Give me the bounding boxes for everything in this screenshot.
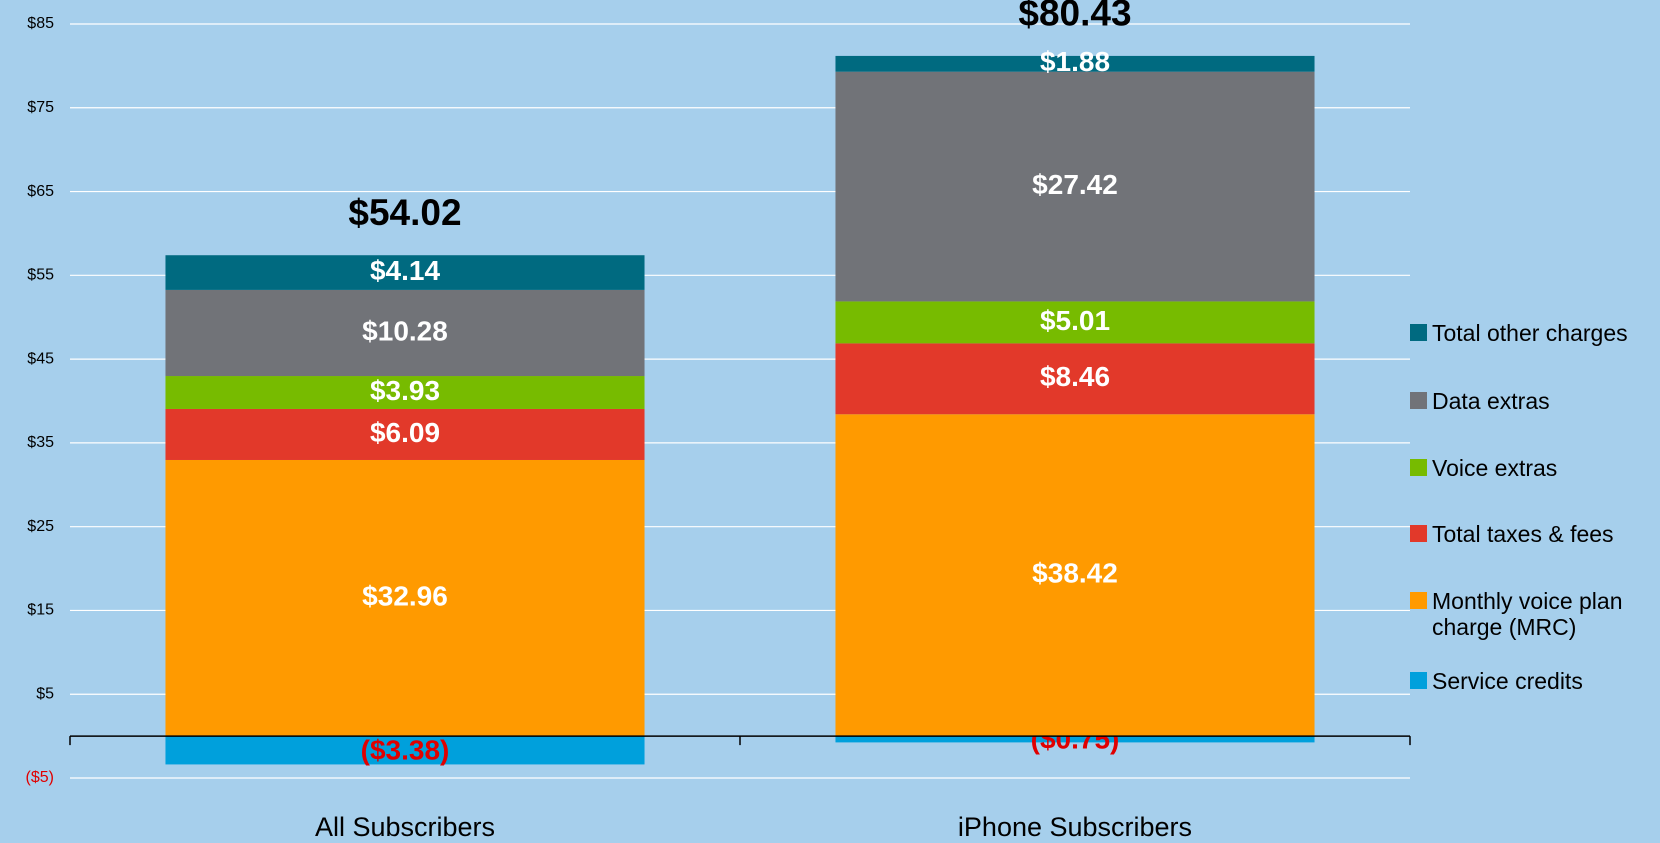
legend-item: Service credits (1410, 668, 1645, 694)
bar-segment (835, 71, 1315, 302)
legend-swatch (1410, 592, 1427, 609)
data-label: $8.46 (1040, 361, 1110, 392)
data-label: $4.14 (370, 255, 440, 286)
x-tick-label: All Subscribers (315, 812, 495, 842)
bar-segment (165, 376, 645, 409)
bar-segment (835, 736, 1315, 743)
data-label: $38.42 (1032, 558, 1118, 589)
data-label: $27.42 (1032, 169, 1118, 200)
y-tick-label: $75 (27, 99, 54, 116)
legend-swatch (1410, 324, 1427, 341)
bar-segment (165, 255, 645, 290)
bar-segment (835, 343, 1315, 415)
bar-segment (835, 301, 1315, 344)
legend-label: Total other charges (1432, 320, 1628, 346)
legend-swatch (1410, 459, 1427, 476)
legend-item: Voice extras (1410, 455, 1645, 481)
data-label: ($3.38) (361, 735, 450, 766)
legend-label: Service credits (1432, 668, 1583, 694)
y-tick-label: $5 (36, 685, 54, 702)
data-label: $3.93 (370, 375, 440, 406)
y-tick-label: $55 (27, 267, 54, 284)
bar-segment (165, 736, 645, 765)
total-label: $80.43 (1018, 0, 1131, 34)
data-label: $10.28 (362, 315, 448, 346)
data-label: $32.96 (362, 580, 448, 611)
legend-item: Monthly voice plan charge (MRC) (1410, 588, 1645, 640)
legend-swatch (1410, 672, 1427, 689)
legend-swatch (1410, 392, 1427, 409)
legend-label: Voice extras (1432, 455, 1558, 481)
y-tick-label: ($5) (26, 769, 54, 786)
y-tick-label: $25 (27, 518, 54, 535)
y-tick-label: $85 (27, 15, 54, 32)
bar-segment (165, 408, 645, 460)
bar-segment (165, 289, 645, 377)
legend-label: Monthly voice plan charge (MRC) (1432, 588, 1623, 640)
legend-label: Data extras (1432, 388, 1550, 414)
data-label: $5.01 (1040, 305, 1110, 336)
data-label: $6.09 (370, 417, 440, 448)
bar-segment (835, 414, 1315, 737)
total-label: $54.02 (348, 192, 461, 233)
x-tick-label: iPhone Subscribers (958, 812, 1192, 842)
y-tick-label: $45 (27, 350, 54, 367)
legend-label: Total taxes & fees (1432, 521, 1614, 547)
y-tick-label: $35 (27, 434, 54, 451)
bar-segment (835, 55, 1315, 72)
y-tick-label: $65 (27, 183, 54, 200)
legend-item: Total taxes & fees (1410, 521, 1645, 547)
legend-item: Data extras (1410, 388, 1645, 414)
bar-segment (165, 459, 645, 737)
y-tick-label: $15 (27, 602, 54, 619)
legend-swatch (1410, 525, 1427, 542)
legend-item: Total other charges (1410, 320, 1645, 346)
data-label: $1.88 (1040, 46, 1110, 77)
